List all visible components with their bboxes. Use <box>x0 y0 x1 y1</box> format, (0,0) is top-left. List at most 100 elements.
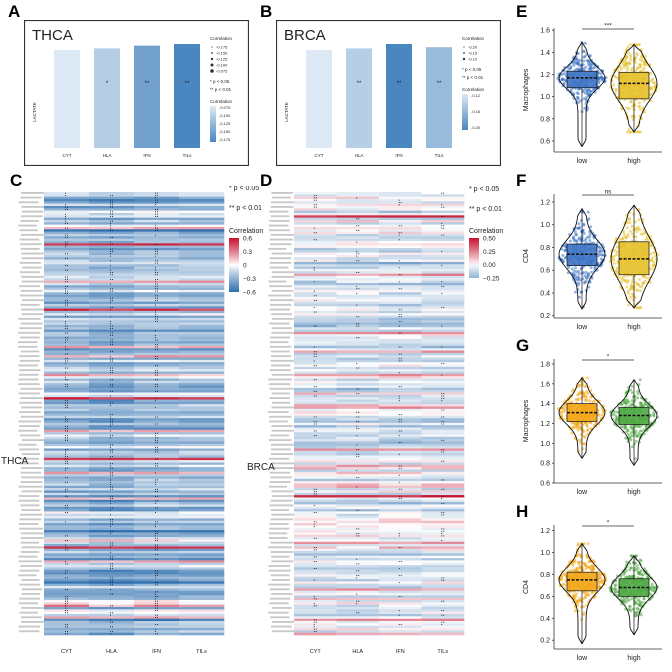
significance-dot <box>111 379 114 381</box>
heat-cell <box>134 436 180 440</box>
significance-dot <box>111 290 114 292</box>
heat-cell <box>379 436 422 440</box>
heat-cell <box>179 380 225 384</box>
significance-dot <box>64 418 67 420</box>
significance-dot <box>358 453 360 455</box>
heat-cell <box>336 490 380 494</box>
row-label <box>268 537 288 539</box>
heat-cell <box>421 464 465 468</box>
data-point <box>649 587 653 591</box>
data-point <box>630 425 634 429</box>
heat-cell <box>294 495 337 498</box>
heat-cell <box>421 520 465 524</box>
heat-cell <box>421 567 465 571</box>
significance-dot <box>398 595 400 598</box>
heat-cell <box>134 350 180 354</box>
row-label <box>270 359 295 362</box>
heat-cell <box>44 336 90 340</box>
heat-cell <box>44 394 90 398</box>
significance-dot <box>313 423 315 425</box>
heat-cell <box>379 310 422 314</box>
heat-cell <box>379 357 422 361</box>
heat-cell <box>294 422 337 426</box>
heat-cell <box>179 261 225 265</box>
heat-cell <box>294 231 337 235</box>
data-point <box>599 246 603 250</box>
significance-dot <box>156 390 159 392</box>
heat-cell <box>44 541 90 545</box>
row-label <box>268 411 289 414</box>
heat-cell <box>44 581 90 585</box>
heat-cell <box>379 611 422 615</box>
significance-dot <box>64 213 67 215</box>
heat-cell <box>44 338 90 342</box>
heat-cell <box>179 446 225 449</box>
heat-cell <box>294 572 337 575</box>
heat-cell <box>421 266 465 270</box>
significance-label: * <box>607 520 610 527</box>
data-point <box>590 564 594 568</box>
heat-cell <box>134 574 180 578</box>
heat-cell <box>336 495 380 498</box>
heat-cell <box>379 630 422 633</box>
significance-dot <box>109 488 112 490</box>
chart-b-small-heatmap: BRCALACTATECYT**HLA**IFN**TILsCorrelatio… <box>276 20 501 166</box>
y-tick-label: 1.2 <box>540 421 550 428</box>
heat-cell <box>89 194 135 197</box>
data-point <box>581 597 585 601</box>
significance-dot <box>156 558 159 560</box>
heat-cell <box>44 488 90 491</box>
significance-dot <box>109 309 112 311</box>
heat-cell <box>421 572 465 575</box>
row-label <box>20 471 42 474</box>
significance-dot <box>109 568 112 570</box>
heat-cell <box>379 196 422 200</box>
color-bar <box>462 94 468 130</box>
significance-dot <box>154 407 157 409</box>
heat-cell <box>294 560 337 564</box>
heat-cell <box>134 236 180 239</box>
data-point <box>577 272 581 276</box>
heat-cell <box>179 289 225 293</box>
significance-dot <box>111 605 114 607</box>
significance-dot <box>154 253 157 255</box>
heat-cell <box>294 285 337 288</box>
heat-cell <box>89 196 135 200</box>
significance-dot <box>400 360 402 362</box>
significance-dot <box>109 351 112 353</box>
heat-cell <box>379 271 422 274</box>
heat-cell <box>421 455 465 459</box>
heat-cell <box>44 590 90 594</box>
heat-cell <box>179 212 225 216</box>
significance-dot <box>313 325 315 327</box>
significance-dot <box>66 337 69 339</box>
x-tick-label: low <box>577 158 588 165</box>
significance-dot <box>356 509 358 511</box>
significance-dot <box>154 437 157 439</box>
heat-cell <box>379 266 422 270</box>
heat-cell <box>379 434 422 438</box>
heat-cell <box>134 273 180 277</box>
row-label <box>18 457 39 460</box>
heat-cell <box>294 532 337 536</box>
heat-cell <box>89 371 135 375</box>
heat-cell <box>44 317 90 321</box>
significance-dot <box>398 481 400 483</box>
data-point <box>647 598 651 602</box>
heat-cell <box>294 439 337 442</box>
data-point <box>622 232 626 236</box>
y-tick-label: 0.8 <box>540 461 550 468</box>
row-label <box>271 429 295 432</box>
heat-cell <box>89 614 135 617</box>
heat-cell <box>336 483 380 487</box>
data-point <box>615 410 619 414</box>
row-label <box>268 532 288 535</box>
heat-cell <box>179 457 225 461</box>
significance-dot <box>356 528 358 530</box>
significance-dot <box>111 523 114 525</box>
heat-cell <box>294 194 337 197</box>
legend-label: -0.150 <box>216 51 228 56</box>
heat-cell <box>134 292 180 295</box>
significance-dot <box>398 547 400 549</box>
heat-cell <box>44 385 90 389</box>
